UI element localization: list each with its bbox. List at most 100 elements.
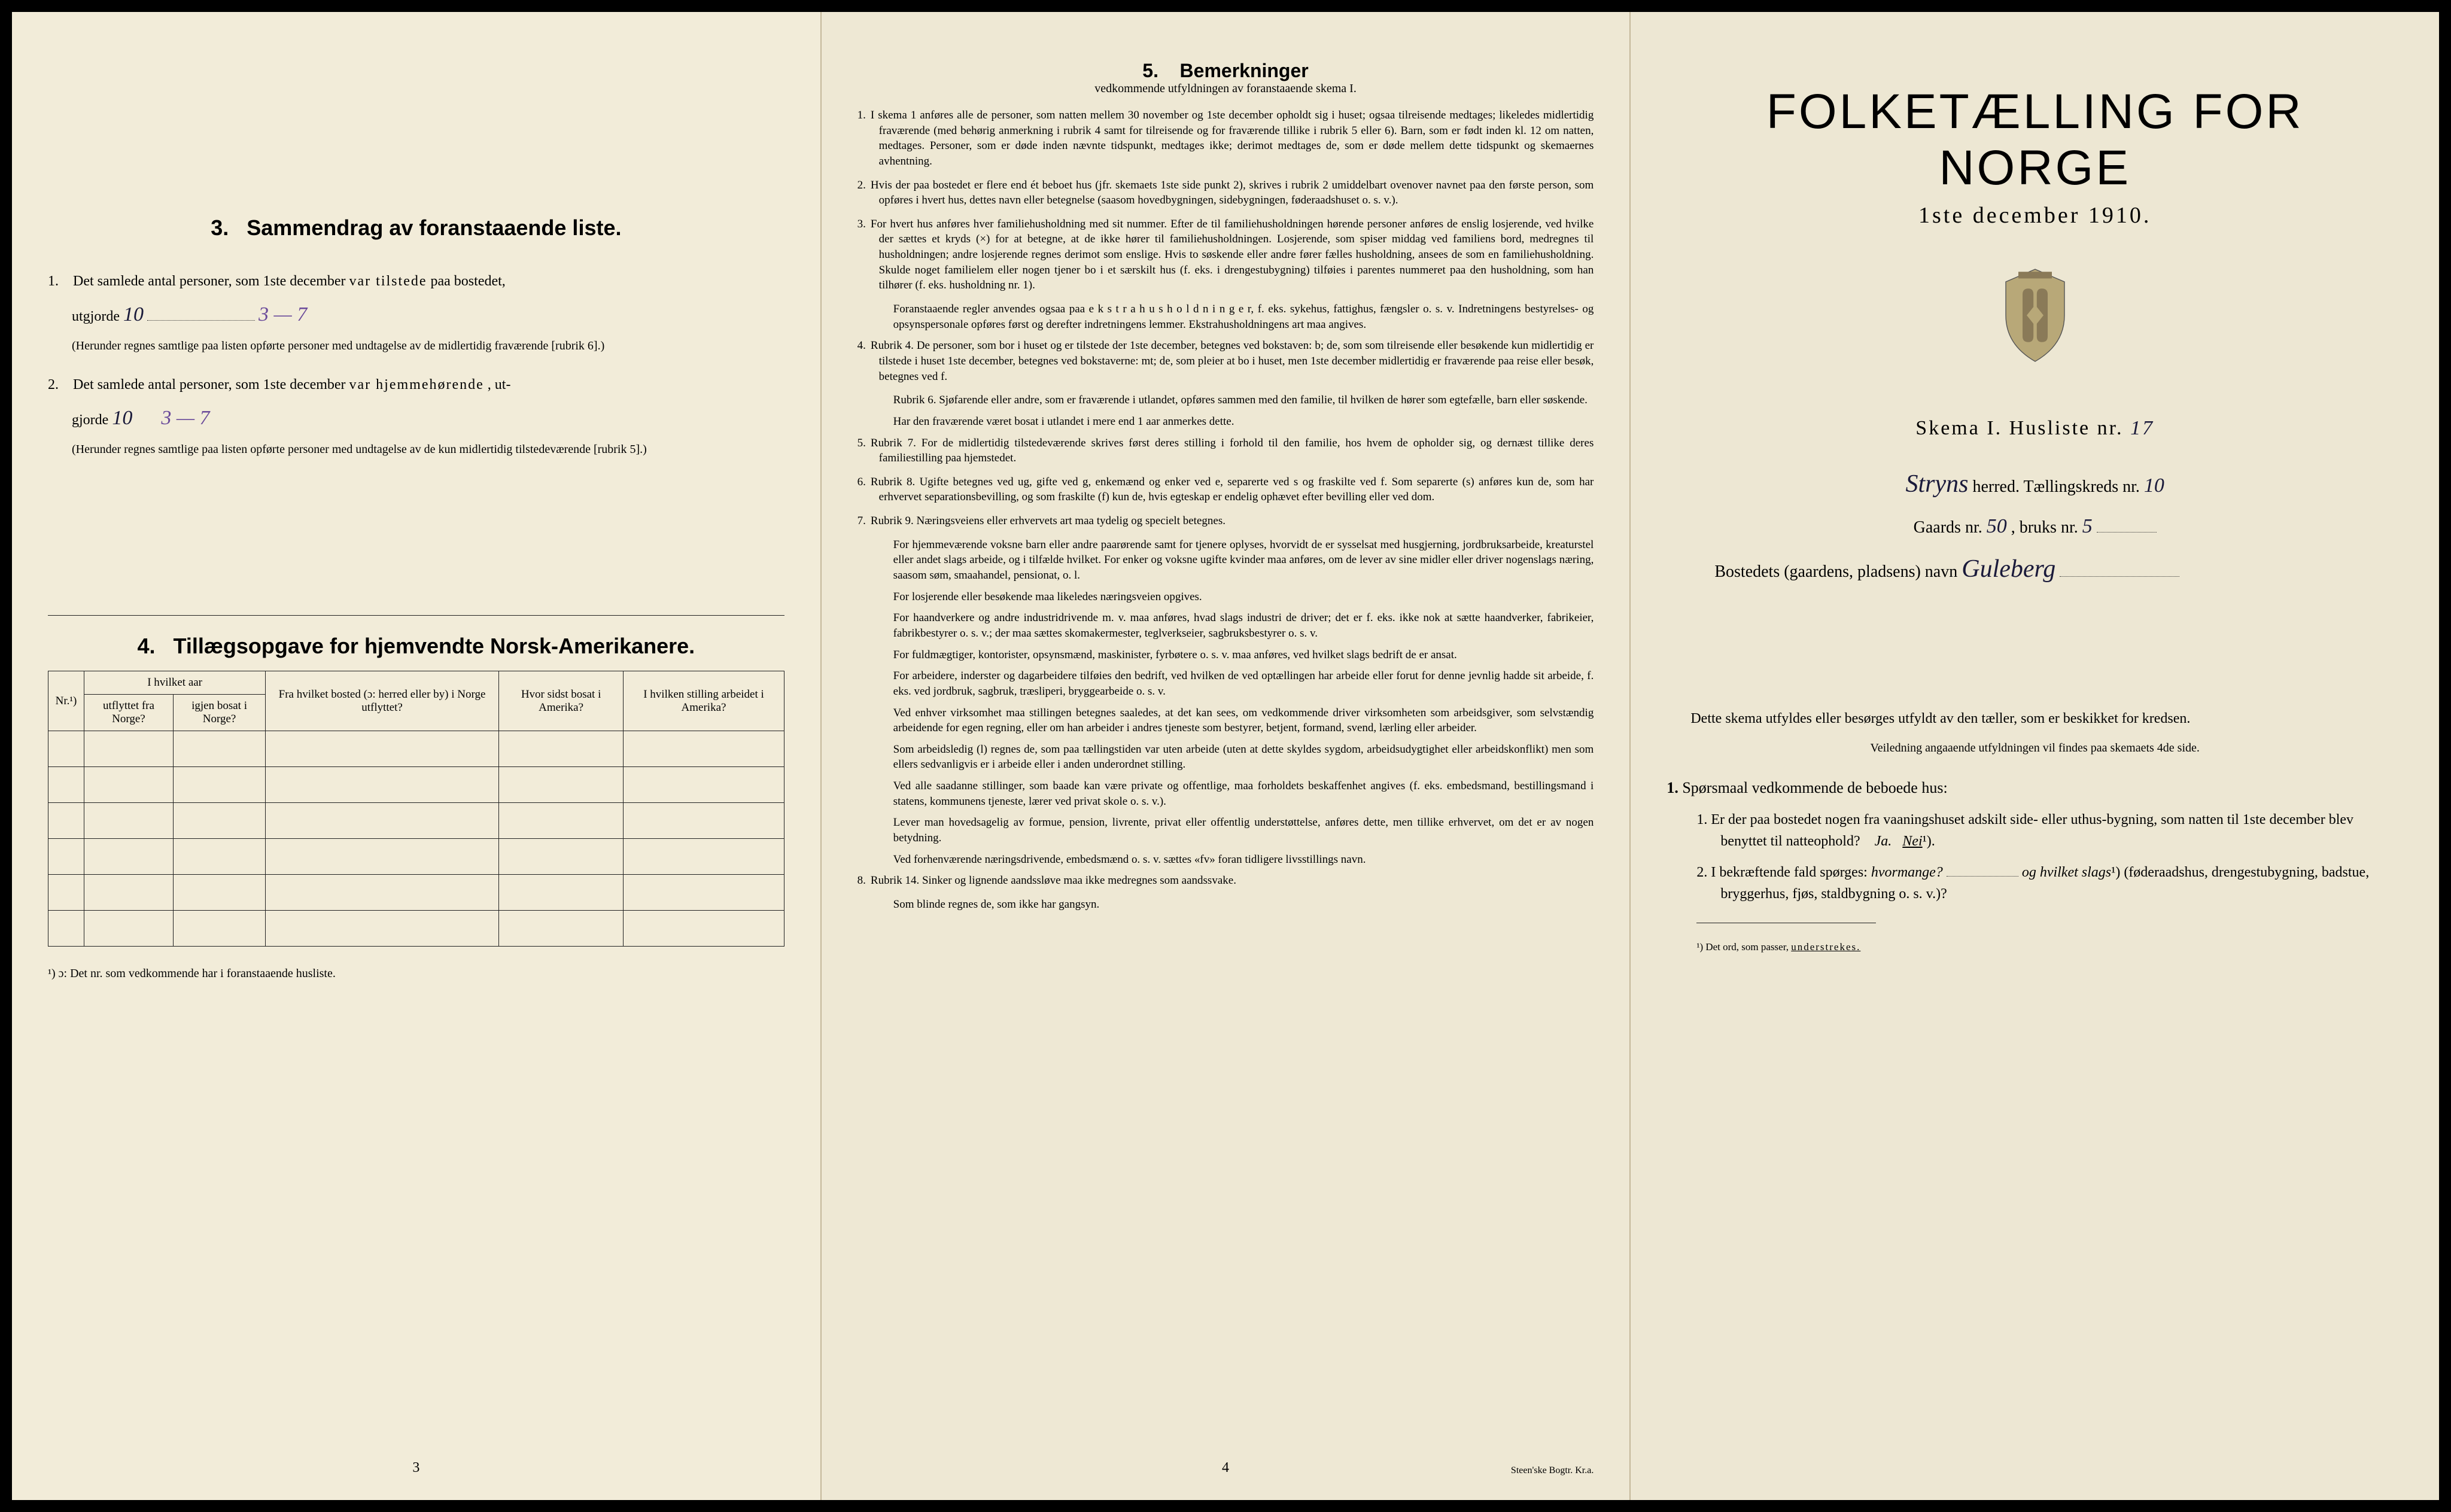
table-cell — [266, 767, 499, 803]
table-row — [48, 911, 784, 947]
table-row — [48, 839, 784, 875]
table-cell — [84, 839, 174, 875]
table-cell — [266, 803, 499, 839]
remark-item: 6.Rubrik 8. Ugifte betegnes ved ug, gift… — [857, 474, 1594, 505]
question-heading: 1. Spørsmaal vedkommende de beboede hus: — [1667, 779, 2403, 797]
item1-bold: var tilstede — [349, 273, 427, 289]
sec5-num: 5. — [1142, 60, 1158, 81]
table-cell — [498, 875, 624, 911]
page-middle: 5. Bemerkninger vedkommende utfyldningen… — [822, 12, 1631, 1500]
census-title: FOLKETÆLLING FOR NORGE — [1667, 84, 2403, 196]
remark-continuation: Som blinde regnes de, som ikke har gangs… — [857, 897, 1594, 912]
instruction-text: Dette skema utfyldes eller besørges utfy… — [1667, 708, 2403, 729]
q1-nei: Nei — [1902, 833, 1922, 849]
table-cell — [48, 911, 84, 947]
herred-value: Stryns — [1905, 470, 1968, 498]
col-nr: Nr.¹) — [48, 671, 84, 731]
bosted-label: Bostedets (gaardens, pladsens) navn — [1714, 562, 1957, 581]
table-cell — [624, 803, 784, 839]
table-cell — [498, 839, 624, 875]
veiledning-text: Veiledning angaaende utfyldningen vil fi… — [1667, 741, 2403, 755]
table-footnote: ¹) ɔ: Det nr. som vedkommende har i fora… — [48, 965, 784, 982]
item-2: 2. Det samlede antal personer, som 1ste … — [48, 374, 784, 396]
table-cell — [624, 767, 784, 803]
gaards-label: Gaards nr. — [1914, 518, 1982, 537]
herred-row: Stryns herred. Tællingskreds nr. 10 — [1714, 470, 2355, 498]
q-head-text: Spørsmaal vedkommende de beboede hus: — [1682, 779, 1947, 796]
q2-hvor: hvormange? — [1871, 865, 1943, 880]
col-amerika: Hvor sidst bosat i Amerika? — [498, 671, 624, 731]
table-cell — [173, 767, 265, 803]
page-right: FOLKETÆLLING FOR NORGE 1ste december 191… — [1631, 12, 2439, 1500]
remark-block: Ved alle saadanne stillinger, som baade … — [857, 778, 1594, 809]
kreds-nr: 10 — [2144, 474, 2164, 497]
table-cell — [84, 731, 174, 767]
table-row — [48, 803, 784, 839]
section-4-num: 4. — [138, 634, 156, 658]
remark-item: 3.For hvert hus anføres hver familiehush… — [857, 217, 1594, 293]
remark-block: Ved enhver virksomhet maa stillingen bet… — [857, 705, 1594, 736]
table-cell — [498, 911, 624, 947]
remark-block: For losjerende eller besøkende maa likel… — [857, 589, 1594, 605]
q2-sup: ¹) — [2111, 865, 2120, 880]
table-cell — [624, 875, 784, 911]
item2-pre: Det samlede antal personer, som 1ste dec… — [73, 377, 346, 393]
table-cell — [48, 803, 84, 839]
table-cell — [48, 767, 84, 803]
item1-purple: 3 — 7 — [259, 303, 307, 325]
item2-purple: 3 — 7 — [161, 407, 209, 429]
table-cell — [624, 911, 784, 947]
table-cell — [84, 911, 174, 947]
table-cell — [84, 803, 174, 839]
remark-item: 8.Rubrik 14. Sinker og lignende aandsslø… — [857, 873, 1594, 889]
item2-line2: gjorde 10 3 — 7 — [48, 403, 784, 433]
page-number-3: 3 — [12, 1460, 820, 1476]
q1-sup: ¹). — [1923, 833, 1935, 849]
item2-post: , ut- — [488, 377, 511, 393]
bosted-value: Guleberg — [1962, 555, 2055, 583]
remark-block: Ved forhenværende næringsdrivende, embed… — [857, 852, 1594, 868]
q2-num: 2. — [1696, 865, 1707, 880]
table-cell — [173, 875, 265, 911]
bruks-nr: 5 — [2082, 515, 2093, 537]
table-cell — [84, 767, 174, 803]
sec5-text: Bemerkninger — [1180, 60, 1309, 81]
table-cell — [84, 875, 174, 911]
q1-ja: Ja. — [1875, 833, 1892, 849]
remark-block: Som arbeidsledig (l) regnes de, som paa … — [857, 742, 1594, 772]
item2-note: (Herunder regnes samtlige paa listen opf… — [48, 440, 784, 458]
remark-continuation: Rubrik 6. Sjøfarende eller andre, som er… — [857, 393, 1594, 408]
remark-block: For haandverkere og andre industridriven… — [857, 610, 1594, 641]
remark-block: For hjemmeværende voksne barn eller andr… — [857, 537, 1594, 583]
table-cell — [48, 875, 84, 911]
section-4-title: 4. Tillægsopgave for hjemvendte Norsk-Am… — [48, 634, 784, 659]
item1-post: paa bostedet, — [431, 273, 506, 289]
footnote-text: ¹) Det ord, som passer, understrekes. — [1667, 941, 2403, 953]
table-cell — [498, 767, 624, 803]
remark-block: Lever man hovedsagelig av formue, pensio… — [857, 815, 1594, 845]
herred-label: herred. Tællingskreds nr. — [1972, 477, 2139, 496]
q1-text: Er der paa bostedet nogen fra vaaningshu… — [1711, 812, 2353, 849]
page-left: 3. Sammendrag av foranstaaende liste. 1.… — [12, 12, 822, 1500]
table-cell — [266, 839, 499, 875]
remark-item: 5.Rubrik 7. For de midlertidig tilstedev… — [857, 436, 1594, 466]
skema-line: Skema I. Husliste nr. 17 — [1667, 417, 2403, 440]
item2-bold: var hjemmehørende — [349, 377, 484, 393]
table-cell — [48, 839, 84, 875]
emigrant-table: Nr.¹) I hvilket aar Fra hvilket bosted (… — [48, 671, 784, 947]
bosted-row: Bostedets (gaardens, pladsens) navn Gule… — [1714, 555, 2355, 583]
printer-credit: Steen'ske Bogtr. Kr.a. — [1511, 1465, 1594, 1476]
item1-note: (Herunder regnes samtlige paa listen opf… — [48, 337, 784, 355]
col-year-header: I hvilket aar — [84, 671, 266, 695]
table-cell — [173, 911, 265, 947]
col-utflyttet: utflyttet fra Norge? — [84, 695, 174, 731]
remark-continuation: Har den fraværende været bosat i utlande… — [857, 414, 1594, 430]
table-row — [48, 731, 784, 767]
item1-line2: utgjorde 10 3 — 7 — [48, 299, 784, 330]
col-stilling: I hvilken stilling arbeidet i Amerika? — [624, 671, 784, 731]
section-3-num: 3. — [211, 215, 229, 240]
q2-pre: I bekræftende fald spørges: — [1711, 865, 1867, 880]
remark-block: For arbeidere, inderster og dagarbeidere… — [857, 668, 1594, 699]
remark-block: For fuldmægtiger, kontorister, opsynsmæn… — [857, 647, 1594, 663]
bruks-label: , bruks nr. — [2011, 518, 2078, 537]
